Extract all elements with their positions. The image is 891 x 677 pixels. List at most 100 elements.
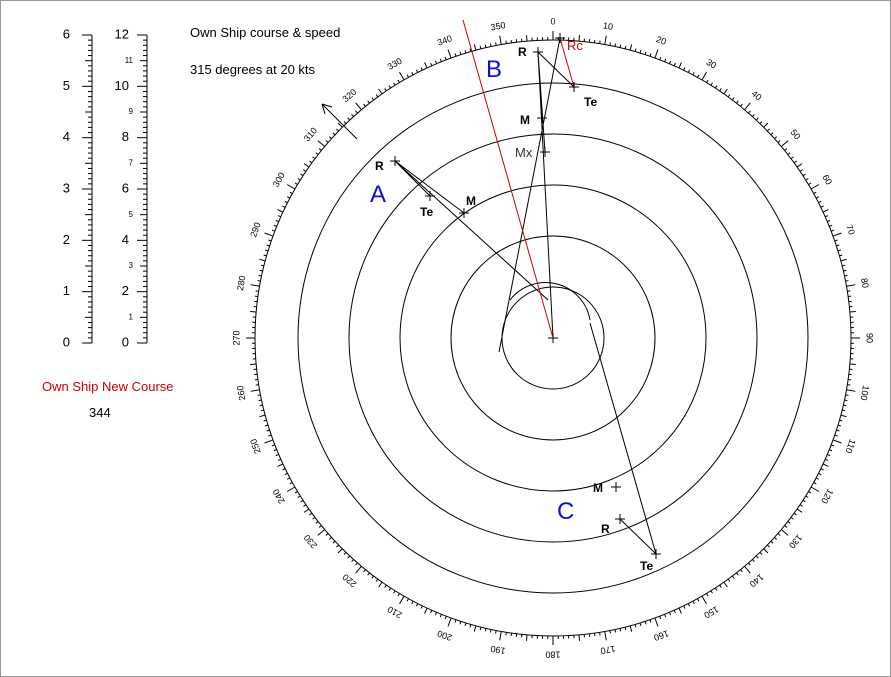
compass-tick: [263, 254, 267, 257]
compass-tick: [259, 258, 266, 262]
compass-tick: [406, 598, 409, 602]
point-label: M: [466, 194, 476, 208]
course-arrow: [321, 103, 358, 140]
compass-tick: [526, 634, 528, 641]
point-label: Te: [584, 95, 597, 109]
ring: [297, 82, 809, 594]
compass-tick: [787, 152, 791, 155]
compass-tick: [303, 163, 310, 168]
bearing-label: 180: [545, 650, 560, 660]
scale-label: 4: [122, 232, 129, 247]
compass-tick: [258, 274, 262, 277]
point-label: R: [518, 45, 527, 59]
compass-tick: [763, 548, 769, 554]
compass-tick: [604, 35, 607, 45]
compass-tick: [629, 44, 633, 51]
scale-label: 0: [122, 334, 129, 349]
point-label: Te: [640, 559, 653, 573]
compass-tick: [430, 62, 433, 66]
compass-tick: [604, 631, 607, 641]
point-label: Rc: [567, 38, 583, 53]
point-label: R: [601, 522, 610, 536]
compass-tick: [799, 504, 803, 507]
compass-tick: [829, 449, 833, 452]
compass-tick: [489, 629, 492, 633]
compass-tick: [839, 254, 843, 257]
compass-tick: [420, 605, 423, 609]
compass-tick: [839, 419, 843, 422]
compass-tick: [479, 627, 482, 631]
compass-tick: [371, 97, 375, 101]
compass-tick: [250, 284, 260, 287]
bearing-label: 80: [859, 277, 871, 289]
compass-tick: [845, 280, 849, 282]
compass-tick: [282, 468, 286, 471]
compass-tick: [843, 269, 847, 272]
scale-label: 9: [129, 107, 134, 116]
scale-label: 3: [129, 261, 134, 270]
compass-tick: [332, 540, 336, 544]
compass-tick: [300, 173, 304, 177]
compass-tick: [464, 50, 467, 54]
compass-tick: [499, 631, 502, 641]
compass-tick: [284, 200, 288, 204]
compass-tick: [371, 575, 375, 579]
compass-tick: [829, 224, 833, 227]
compass-tick: [303, 169, 307, 172]
compass-tick: [649, 53, 652, 57]
compass-tick: [318, 148, 322, 151]
cross: [611, 482, 621, 492]
cross: [651, 549, 661, 559]
compass-tick: [815, 196, 820, 199]
compass-tick: [619, 44, 622, 48]
compass-tick: [388, 85, 392, 89]
compass-tick: [343, 552, 347, 555]
compass-tick: [473, 44, 477, 51]
compass-tick: [309, 512, 313, 516]
title: Own Ship course & speed: [190, 25, 340, 40]
scale-label: 1: [63, 283, 70, 298]
compass-tick: [805, 178, 809, 181]
compass-tick: [780, 140, 789, 147]
compass-tick: [336, 128, 339, 132]
compass-tick: [277, 458, 281, 461]
compass-tick: [719, 88, 722, 92]
new-course-label: Own Ship New Course: [42, 379, 174, 394]
compass-tick: [337, 548, 343, 554]
target-name: A: [370, 181, 386, 208]
compass-tick: [659, 616, 662, 620]
compass-tick: [668, 60, 672, 64]
compass-tick: [259, 414, 266, 418]
compass-tick: [454, 619, 457, 623]
compass-tick: [629, 625, 633, 632]
compass-tick: [459, 51, 462, 55]
compass-tick: [363, 569, 366, 573]
cross: [533, 47, 543, 57]
bearing-label: 350: [490, 20, 507, 32]
target-name: C: [557, 498, 574, 525]
compass-tick: [351, 559, 354, 563]
compass-tick: [805, 495, 809, 498]
compass-tick: [614, 43, 617, 47]
compass-tick: [822, 209, 829, 213]
compass-tick: [832, 439, 842, 444]
compass-tick: [796, 508, 803, 513]
compass-tick: [673, 62, 676, 66]
compass-tick: [312, 516, 316, 520]
bearing-label: 200: [436, 628, 454, 643]
compass-tick: [639, 50, 642, 54]
compass-tick: [668, 612, 672, 616]
compass-tick: [473, 625, 477, 632]
compass-tick: [250, 363, 257, 365]
bearing-label: 40: [749, 88, 763, 102]
compass-tick: [813, 482, 817, 485]
compass-tick: [318, 525, 322, 528]
compass-tick: [464, 622, 467, 626]
compass-tick: [399, 71, 405, 81]
compass-tick: [834, 434, 838, 437]
compass-tick: [268, 434, 272, 437]
compass-tick: [351, 113, 354, 117]
compass-tick: [317, 529, 326, 536]
